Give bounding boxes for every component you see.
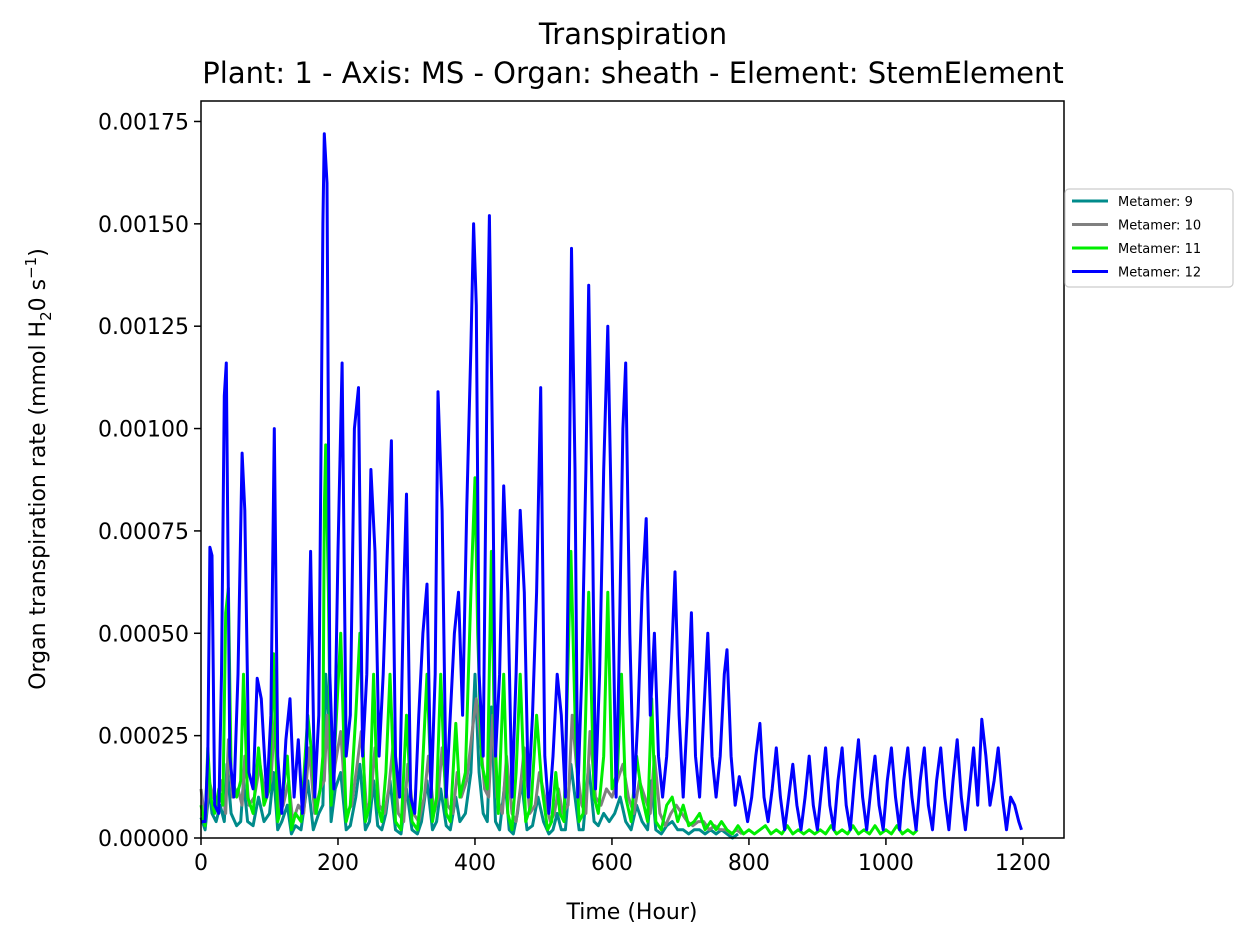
x-tick-label: 1200 [995, 851, 1051, 876]
plot-area [199, 132, 1023, 840]
y-tick-label: 0.00000 [98, 827, 189, 852]
y-axis-label-part-3: ) [26, 248, 51, 257]
legend-label: Metamer: 12 [1118, 266, 1201, 281]
x-tick-label: 400 [454, 851, 496, 876]
series-line-metamer-1 [199, 672, 739, 840]
x-tick-label: 0 [194, 851, 208, 876]
x-axis-label: Time (Hour) [566, 900, 698, 925]
legend-label: Metamer: 11 [1118, 242, 1201, 257]
legend: Metamer: 9 Metamer: 10 Metamer: 11 Metamer:… [1064, 188, 1234, 288]
x-tick-label: 600 [591, 851, 633, 876]
y-axis-ticks: 0.00000 0.00025 0.00050 0.00075 0.00100 0.001… [98, 110, 201, 852]
legend-box [1064, 188, 1234, 288]
y-tick-label: 0.00100 [98, 418, 189, 443]
y-tick-label: 0.00050 [98, 622, 189, 647]
x-axis-ticks: 0 200 400 600 800 1000 1200 [194, 838, 1051, 876]
chart-title: Transpiration [538, 17, 727, 51]
y-tick-label: 0.00125 [98, 315, 189, 340]
y-tick-label: 0.00175 [98, 110, 189, 135]
y-axis-label-part-1: Organ transpiration rate (mmol H [26, 321, 51, 690]
y-tick-label: 0.00075 [98, 520, 189, 545]
series-line-metamer-4 [201, 132, 1023, 832]
x-tick-label: 800 [728, 851, 770, 876]
y-axis-label-subscript: 2 [37, 311, 55, 321]
y-tick-label: 0.00025 [98, 725, 189, 750]
chart-subtitle: Plant: 1 - Axis: MS - Organ: sheath - El… [202, 56, 1063, 90]
plot-frame [200, 100, 1065, 839]
legend-label: Metamer: 9 [1118, 195, 1193, 210]
y-axis-label-part-2: 0 s [26, 279, 51, 311]
y-axis-label-superscript: −1 [22, 257, 40, 279]
y-tick-label: 0.00150 [98, 213, 189, 238]
x-tick-label: 200 [317, 851, 359, 876]
y-axis-label: Organ transpiration rate (mmol H20 s−1) [22, 248, 55, 690]
legend-label: Metamer: 10 [1118, 219, 1201, 234]
x-tick-label: 1000 [858, 851, 914, 876]
